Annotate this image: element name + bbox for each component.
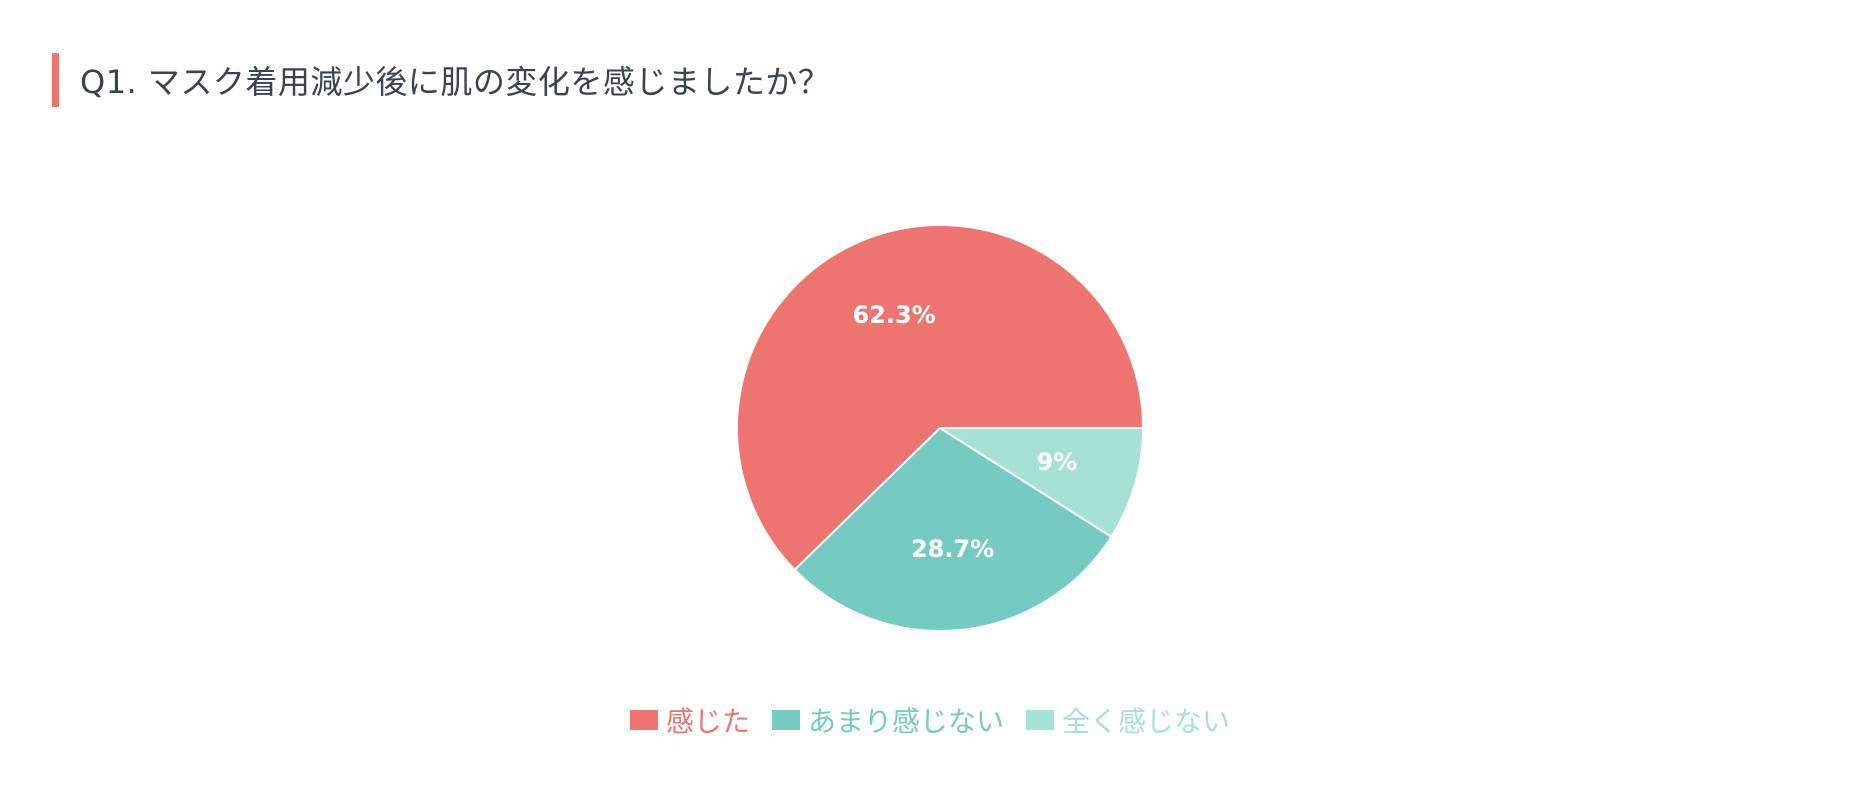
legend-item-2[interactable]: あまり感じない	[771, 700, 1004, 740]
pie-slices	[736, 224, 1144, 632]
pie-slice-1[interactable]	[736, 224, 1144, 571]
pie-slice-3[interactable]	[939, 427, 1144, 538]
legend-swatch-1	[629, 710, 658, 730]
legend-label-2: あまり感じない	[807, 705, 1004, 738]
pie-labels: 62.3% 28.7% 9%	[852, 301, 1077, 563]
legend-swatch-3	[1026, 710, 1054, 730]
legend-label-1: 感じた	[665, 705, 750, 738]
chart-legend: 感じた あまり感じない 全く感じない	[0, 700, 1860, 740]
question-title: Q1. マスク着用減少後に肌の変化を感じましたか？	[80, 63, 831, 101]
legend-item-1[interactable]: 感じた	[629, 700, 750, 740]
slice-label-3: 9%	[1037, 448, 1078, 476]
slice-label-2: 28.7%	[911, 535, 994, 563]
accent-bar	[52, 53, 59, 107]
slice-label-1: 62.3%	[852, 301, 935, 329]
pie-slice-2[interactable]	[793, 427, 1113, 632]
legend-label-3: 全く感じない	[1062, 705, 1231, 738]
question-header: Q1. マスク着用減少後に肌の変化を感じましたか？	[52, 53, 830, 107]
legend-item-3[interactable]: 全く感じない	[1026, 700, 1230, 740]
legend-swatch-2	[771, 710, 800, 730]
